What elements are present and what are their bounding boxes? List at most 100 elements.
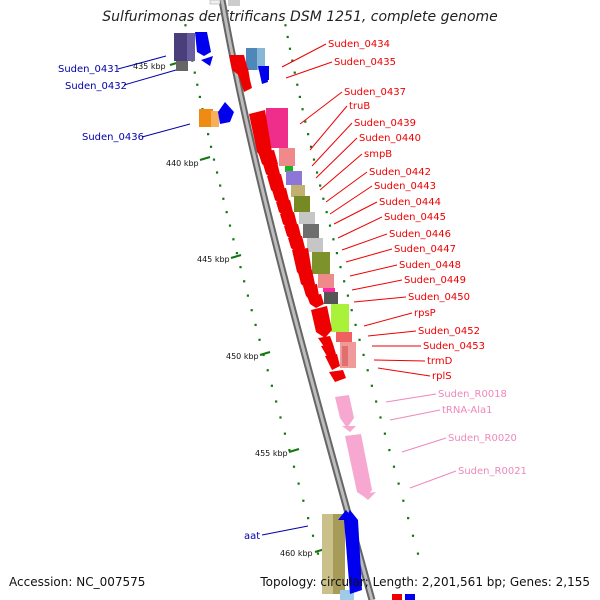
tick-dot [196, 83, 199, 86]
tick-dot [246, 294, 249, 297]
tick-dot [207, 133, 210, 136]
gene-label-suden-0431: Suden_0431 [58, 64, 120, 75]
leader-line [351, 279, 403, 291]
gene-block-suden-0431 [174, 33, 190, 61]
tick-dot [325, 211, 328, 214]
gene-label-suden-0447: Suden_0447 [394, 244, 456, 255]
tick-dot [309, 145, 313, 148]
gene-label-trna-ala1: tRNA-Ala1 [442, 405, 492, 416]
tick-dot [219, 184, 222, 187]
tick-dot [279, 416, 282, 419]
gene-label-suden-0440: Suden_0440 [359, 133, 421, 144]
gene-label-rpls: rplS [432, 371, 452, 382]
leader-line [117, 55, 167, 70]
leader-line [311, 122, 353, 167]
kbp-tick-track-left [184, 24, 320, 555]
gene-label-suden-0452: Suden_0452 [418, 326, 480, 337]
tick-dot [370, 384, 373, 387]
tick-dot [284, 24, 287, 27]
tick-dot [328, 224, 332, 227]
gene-feature-blocks [174, 0, 415, 600]
label-leader-lines-right [281, 43, 457, 489]
kbp-tick-track-right [284, 24, 420, 555]
leader-line [333, 201, 378, 225]
tick-dot [339, 266, 342, 269]
gene-label-suden-0449: Suden_0449 [404, 275, 466, 286]
gene-label-suden-0434: Suden_0434 [328, 39, 390, 50]
diagram-title: Sulfurimonas denitrificans DSM 1251, com… [102, 9, 498, 25]
leader-line [345, 248, 393, 263]
tick-dot [379, 416, 382, 419]
gene-label-smpb: smpB [364, 149, 392, 160]
tick-dot [184, 24, 187, 27]
tick-dot [302, 499, 305, 502]
tick-dot [225, 211, 228, 214]
gene-label-suden-0448: Suden_0448 [399, 260, 461, 271]
gene-label-suden-0450: Suden_0450 [408, 292, 470, 303]
tick-dot [366, 369, 369, 372]
gene-arrows [195, 32, 376, 594]
tick-dot [239, 266, 242, 269]
gene-label-trmd: trmD [427, 356, 453, 367]
leader-line [299, 91, 343, 125]
tick-dot [315, 171, 319, 174]
gene-label-suden-0435: Suden_0435 [334, 57, 396, 68]
gene-label-suden-0432: Suden_0432 [65, 81, 127, 92]
tick-dot [312, 158, 316, 161]
leader-line [389, 409, 441, 421]
tick-dot [335, 252, 339, 255]
gene-label-suden-0437: Suden_0437 [344, 87, 406, 98]
gene-labels-right: Suden_0434 Suden_0435 Suden_0437 truB Suden_… [328, 39, 527, 477]
leader-line [363, 312, 413, 327]
arrow-rpsp [311, 306, 332, 338]
gene-label-rpsp: rpsP [414, 308, 436, 319]
tick-dot [362, 353, 365, 357]
tick-dot [198, 95, 201, 99]
leader-line [385, 393, 437, 403]
leader-line [349, 264, 398, 277]
gene-label-trub: truB [349, 101, 370, 112]
leader-line [373, 359, 426, 362]
tick-dot [407, 517, 410, 520]
tick-dot [298, 95, 301, 99]
tick-dot [375, 400, 378, 403]
tick-dot [383, 432, 387, 435]
tick-dot [291, 59, 294, 62]
leader-line [319, 153, 363, 191]
kbp-mark-445: 445 kbp [197, 255, 230, 264]
tick-dot [311, 534, 315, 537]
tick-dot [316, 552, 320, 555]
gene-label-suden-0442: Suden_0442 [369, 167, 431, 178]
gene-label-suden-r0018: Suden_R0018 [438, 389, 507, 400]
tick-dot [297, 482, 300, 485]
tick-dot [288, 448, 291, 452]
kbp-mark-460: 460 kbp [280, 549, 313, 558]
tick-dot [270, 384, 273, 387]
arrow-suden-0437 [249, 110, 272, 162]
tick-dot [416, 552, 420, 555]
kbp-mark-455: 455 kbp [255, 449, 288, 458]
tick-dot [250, 309, 253, 312]
leader-line [281, 43, 327, 68]
gene-label-suden-0443: Suden_0443 [374, 181, 436, 192]
tick-dot [209, 145, 213, 148]
gene-label-suden-0453: Suden_0453 [423, 341, 485, 352]
leader-line [261, 525, 309, 536]
gene-label-suden-0445: Suden_0445 [384, 212, 446, 223]
gene-label-suden-0436: Suden_0436 [82, 132, 144, 143]
arrow-suden-r0020 [345, 434, 372, 498]
leader-line [401, 437, 447, 453]
tick-dot [232, 238, 235, 241]
tick-dot [296, 83, 299, 86]
gene-label-suden-r0020: Suden_R0020 [448, 433, 517, 444]
accession-text: Accession: NC_007575 [9, 575, 146, 589]
tick-dot [235, 252, 239, 255]
leader-line [285, 61, 333, 79]
tick-dot [266, 369, 269, 372]
tick-dot [243, 280, 246, 283]
tick-dot [392, 465, 396, 468]
leader-line [377, 367, 431, 377]
leader-line [353, 296, 407, 303]
